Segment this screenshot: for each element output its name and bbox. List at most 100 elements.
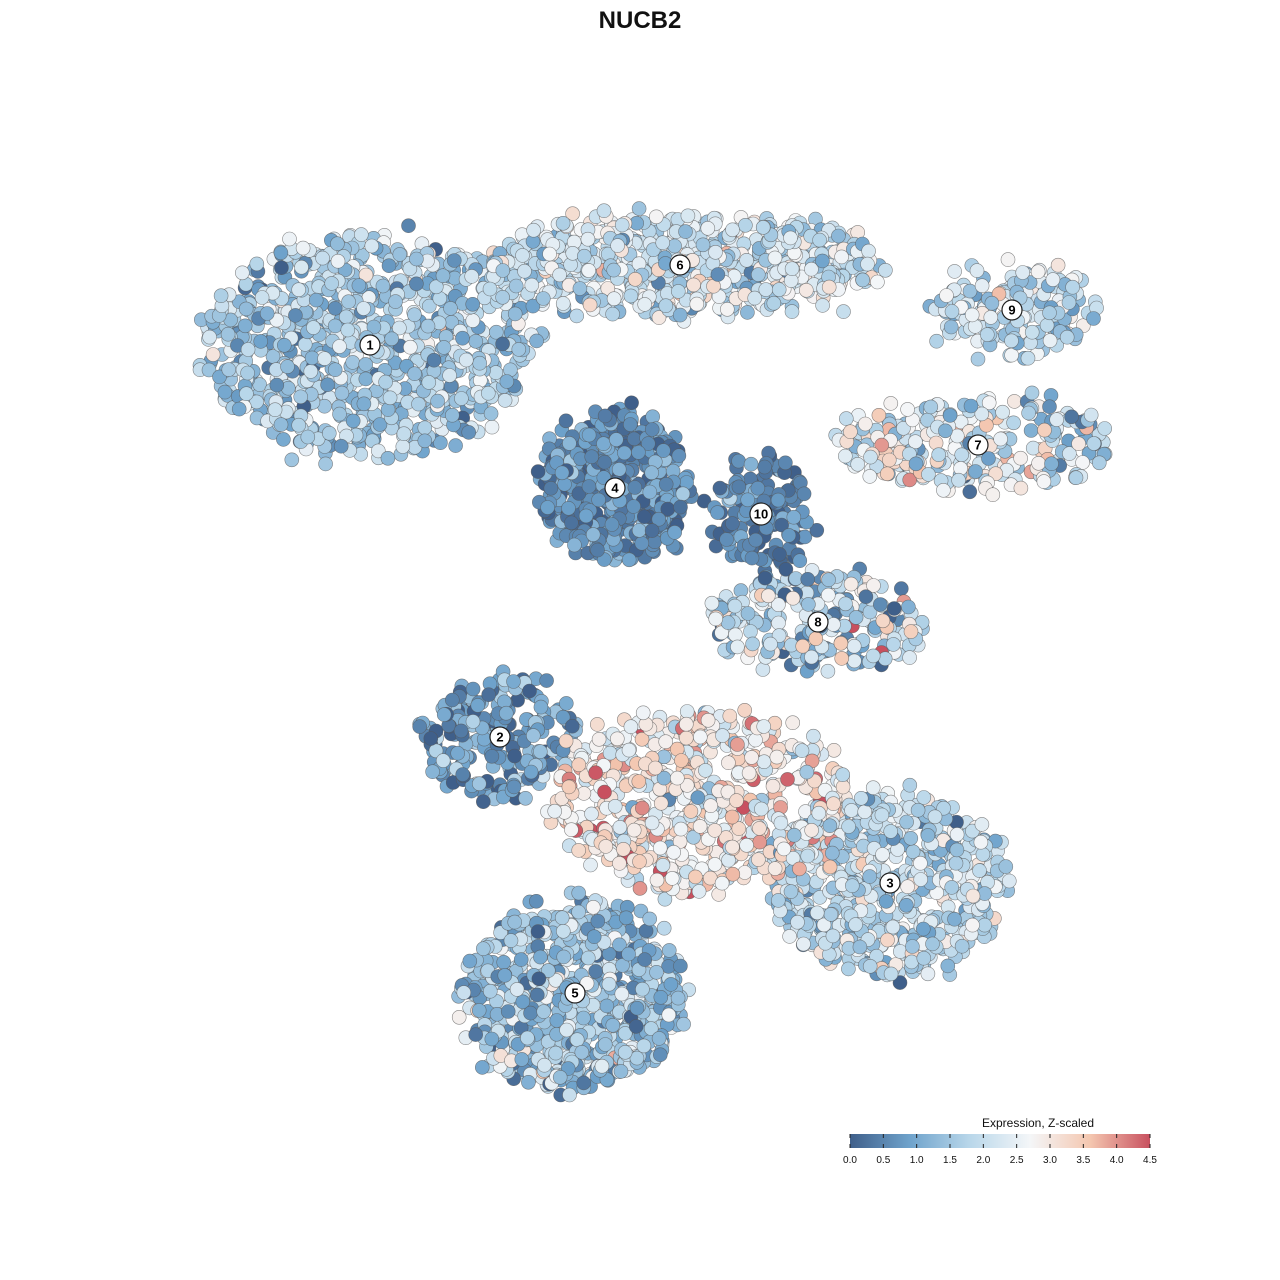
chart-title: NUCB2 <box>599 7 682 34</box>
data-point <box>903 830 919 846</box>
data-point <box>719 301 735 317</box>
data-point <box>297 337 313 352</box>
data-point <box>480 385 496 401</box>
data-point <box>576 248 592 264</box>
data-point <box>356 301 371 316</box>
data-point <box>635 981 650 997</box>
data-point <box>679 704 695 719</box>
data-point <box>877 651 893 667</box>
data-point <box>903 624 919 639</box>
data-point <box>860 256 875 272</box>
data-point <box>497 393 513 408</box>
data-point <box>1059 329 1075 345</box>
data-point <box>632 881 648 896</box>
data-point <box>858 589 874 605</box>
data-point <box>899 814 914 830</box>
data-point <box>409 276 424 292</box>
data-point <box>629 1000 645 1016</box>
data-point <box>284 452 300 468</box>
data-point <box>740 305 755 320</box>
data-point <box>755 662 771 677</box>
data-point <box>608 432 624 447</box>
data-point <box>875 847 890 862</box>
data-point <box>704 595 720 611</box>
data-point <box>724 809 740 825</box>
data-point <box>886 601 902 616</box>
data-point <box>771 282 787 297</box>
data-point <box>583 857 598 873</box>
data-point <box>848 610 864 625</box>
data-point <box>910 802 926 818</box>
data-point <box>623 719 639 735</box>
data-point <box>584 806 599 822</box>
data-point <box>653 989 669 1005</box>
data-point <box>942 408 958 423</box>
data-point <box>763 636 778 652</box>
data-point <box>731 479 747 495</box>
data-point <box>556 949 572 965</box>
data-point <box>880 932 895 948</box>
data-point <box>318 456 333 472</box>
data-point <box>821 572 836 588</box>
data-point <box>475 794 491 810</box>
data-point <box>664 871 680 886</box>
data-point <box>425 764 440 780</box>
data-point <box>525 728 541 743</box>
data-point <box>484 419 500 435</box>
data-point <box>804 649 819 665</box>
data-point <box>785 715 801 731</box>
data-point <box>836 304 851 319</box>
data-point <box>576 1075 592 1091</box>
data-point <box>857 804 873 820</box>
data-point <box>1086 311 1101 326</box>
data-point <box>518 790 533 806</box>
data-point <box>815 298 830 313</box>
data-point <box>597 408 613 424</box>
data-point <box>524 277 540 293</box>
data-point <box>801 597 816 612</box>
data-point <box>1071 436 1086 452</box>
data-point <box>609 731 625 747</box>
data-point <box>607 798 623 814</box>
data-point <box>725 222 740 238</box>
data-point <box>539 673 554 688</box>
data-point <box>614 217 630 233</box>
data-point <box>327 318 343 334</box>
data-point <box>578 508 594 524</box>
data-point <box>878 262 893 278</box>
data-point <box>862 958 878 974</box>
data-point <box>508 278 524 294</box>
data-point <box>345 355 361 370</box>
data-point <box>580 950 596 966</box>
data-point <box>558 413 574 429</box>
data-point <box>913 855 928 871</box>
data-point <box>943 319 959 335</box>
data-point <box>929 333 944 349</box>
data-point <box>841 961 856 977</box>
data-point <box>870 274 885 290</box>
data-point <box>585 527 601 542</box>
data-point <box>291 417 307 433</box>
data-point <box>652 840 668 856</box>
data-point <box>719 532 734 547</box>
data-point <box>769 749 785 765</box>
data-point <box>586 929 602 945</box>
data-point <box>1044 456 1059 472</box>
data-point <box>863 449 878 465</box>
data-point <box>205 347 221 362</box>
data-point <box>653 795 669 811</box>
data-point <box>916 790 932 805</box>
data-point <box>794 743 810 758</box>
data-point <box>841 819 856 834</box>
data-point <box>853 790 869 806</box>
data-point <box>315 250 330 266</box>
data-point <box>780 772 795 787</box>
data-point <box>530 464 546 479</box>
data-point <box>844 803 859 818</box>
data-point <box>523 1005 538 1021</box>
data-point <box>772 546 787 562</box>
data-point <box>745 636 760 652</box>
data-point <box>417 420 433 436</box>
data-point <box>767 861 783 876</box>
data-point <box>253 334 269 349</box>
